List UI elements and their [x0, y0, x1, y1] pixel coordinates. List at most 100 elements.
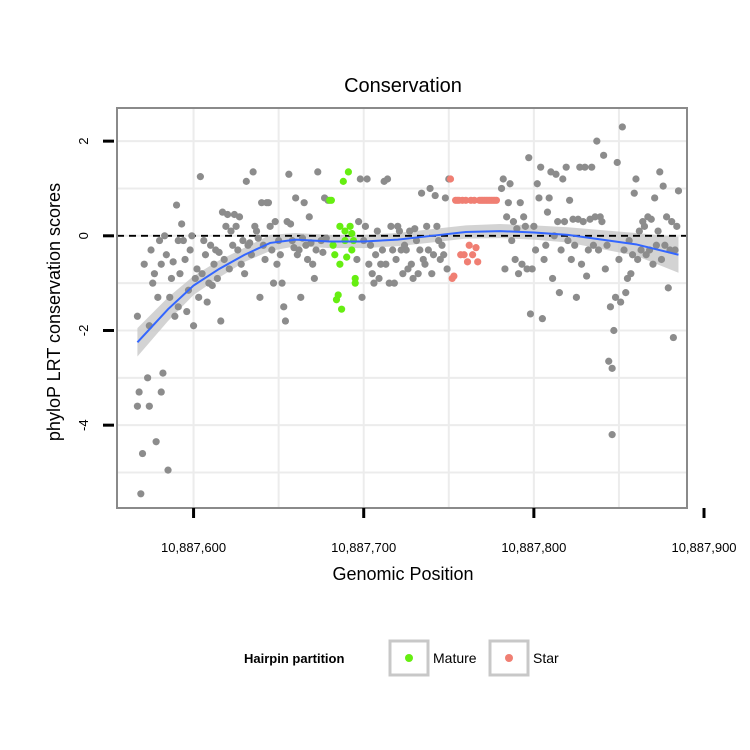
other-point: [314, 168, 322, 176]
y-tick-label: -2: [76, 325, 91, 337]
star-point: [460, 251, 468, 259]
mature-point: [348, 246, 356, 254]
smooth-confidence-band: [137, 223, 679, 357]
other-point: [235, 213, 244, 221]
star-point: [470, 196, 478, 204]
mature-point: [341, 227, 349, 235]
other-point: [213, 274, 221, 283]
other-point: [421, 260, 429, 268]
other-point: [581, 163, 589, 171]
other-point: [518, 260, 526, 268]
other-point: [269, 279, 278, 287]
other-point: [258, 199, 266, 207]
panel-border: [116, 107, 688, 509]
other-point: [564, 236, 572, 245]
other-point: [628, 251, 637, 259]
other-point: [598, 218, 606, 226]
other-point: [206, 241, 215, 249]
other-point: [504, 199, 512, 207]
mature-point: [331, 251, 339, 259]
other-point: [657, 255, 666, 264]
other-point: [387, 222, 395, 230]
other-point: [149, 279, 157, 287]
star-point: [472, 244, 480, 252]
other-point: [571, 241, 579, 249]
mature-point: [344, 168, 353, 176]
other-point: [503, 213, 511, 221]
other-point: [417, 189, 426, 197]
legend-key-star: [488, 639, 530, 677]
other-point: [531, 246, 540, 254]
mature-point: [327, 196, 335, 204]
other-point: [252, 227, 261, 235]
other-point: [309, 260, 317, 268]
other-point: [310, 274, 318, 283]
other-point: [516, 199, 524, 207]
other-point: [285, 170, 293, 178]
other-point: [673, 222, 681, 230]
other-point: [640, 222, 649, 230]
other-point: [584, 246, 592, 254]
other-point: [159, 369, 167, 377]
other-point: [632, 175, 640, 183]
plot-border: [116, 107, 688, 509]
other-point: [150, 270, 159, 278]
other-point: [370, 279, 378, 287]
other-point: [167, 274, 176, 283]
other-point: [254, 234, 262, 242]
other-point: [440, 251, 448, 259]
other-point: [594, 246, 603, 254]
star-point: [465, 241, 473, 249]
star-point: [463, 258, 472, 266]
other-point: [365, 260, 373, 268]
other-point: [312, 246, 320, 254]
mature-point: [336, 222, 344, 230]
other-point: [591, 213, 599, 221]
mature-point: [348, 229, 356, 238]
other-point: [525, 154, 533, 162]
mature-point: [339, 177, 347, 185]
other-point: [368, 270, 376, 278]
other-point: [565, 196, 574, 204]
other-point: [668, 218, 676, 226]
other-point: [186, 246, 194, 254]
other-point: [533, 180, 541, 188]
other-point: [271, 218, 279, 226]
other-point: [414, 270, 422, 278]
other-point: [353, 255, 361, 264]
x-tick-label: 10,887,600: [161, 540, 226, 555]
other-point: [164, 466, 172, 474]
other-point: [654, 227, 662, 235]
other-point: [145, 402, 153, 410]
other-point: [154, 293, 162, 301]
other-point: [215, 248, 223, 256]
other-point: [144, 374, 152, 382]
other-point: [366, 241, 375, 249]
other-point: [389, 246, 397, 254]
other-point: [378, 246, 387, 254]
other-point: [497, 184, 506, 193]
other-point: [246, 239, 254, 247]
other-point: [171, 312, 179, 320]
other-point: [411, 225, 419, 233]
other-point: [615, 255, 623, 264]
legend-label-mature: Mature: [433, 650, 477, 666]
other-point: [188, 232, 196, 240]
other-point: [135, 388, 143, 396]
other-point: [589, 241, 598, 249]
other-point: [523, 265, 531, 273]
other-point: [630, 189, 638, 197]
other-point: [181, 255, 189, 264]
other-point: [176, 270, 184, 278]
star-point: [492, 196, 501, 204]
other-point: [651, 194, 659, 202]
other-point: [441, 194, 449, 202]
x-tick-label: 10,887,800: [501, 540, 566, 555]
other-point: [358, 293, 366, 301]
other-point: [232, 222, 240, 230]
mature-point: [343, 253, 351, 261]
other-point: [399, 270, 407, 278]
other-point: [166, 293, 174, 301]
other-point: [189, 322, 198, 330]
